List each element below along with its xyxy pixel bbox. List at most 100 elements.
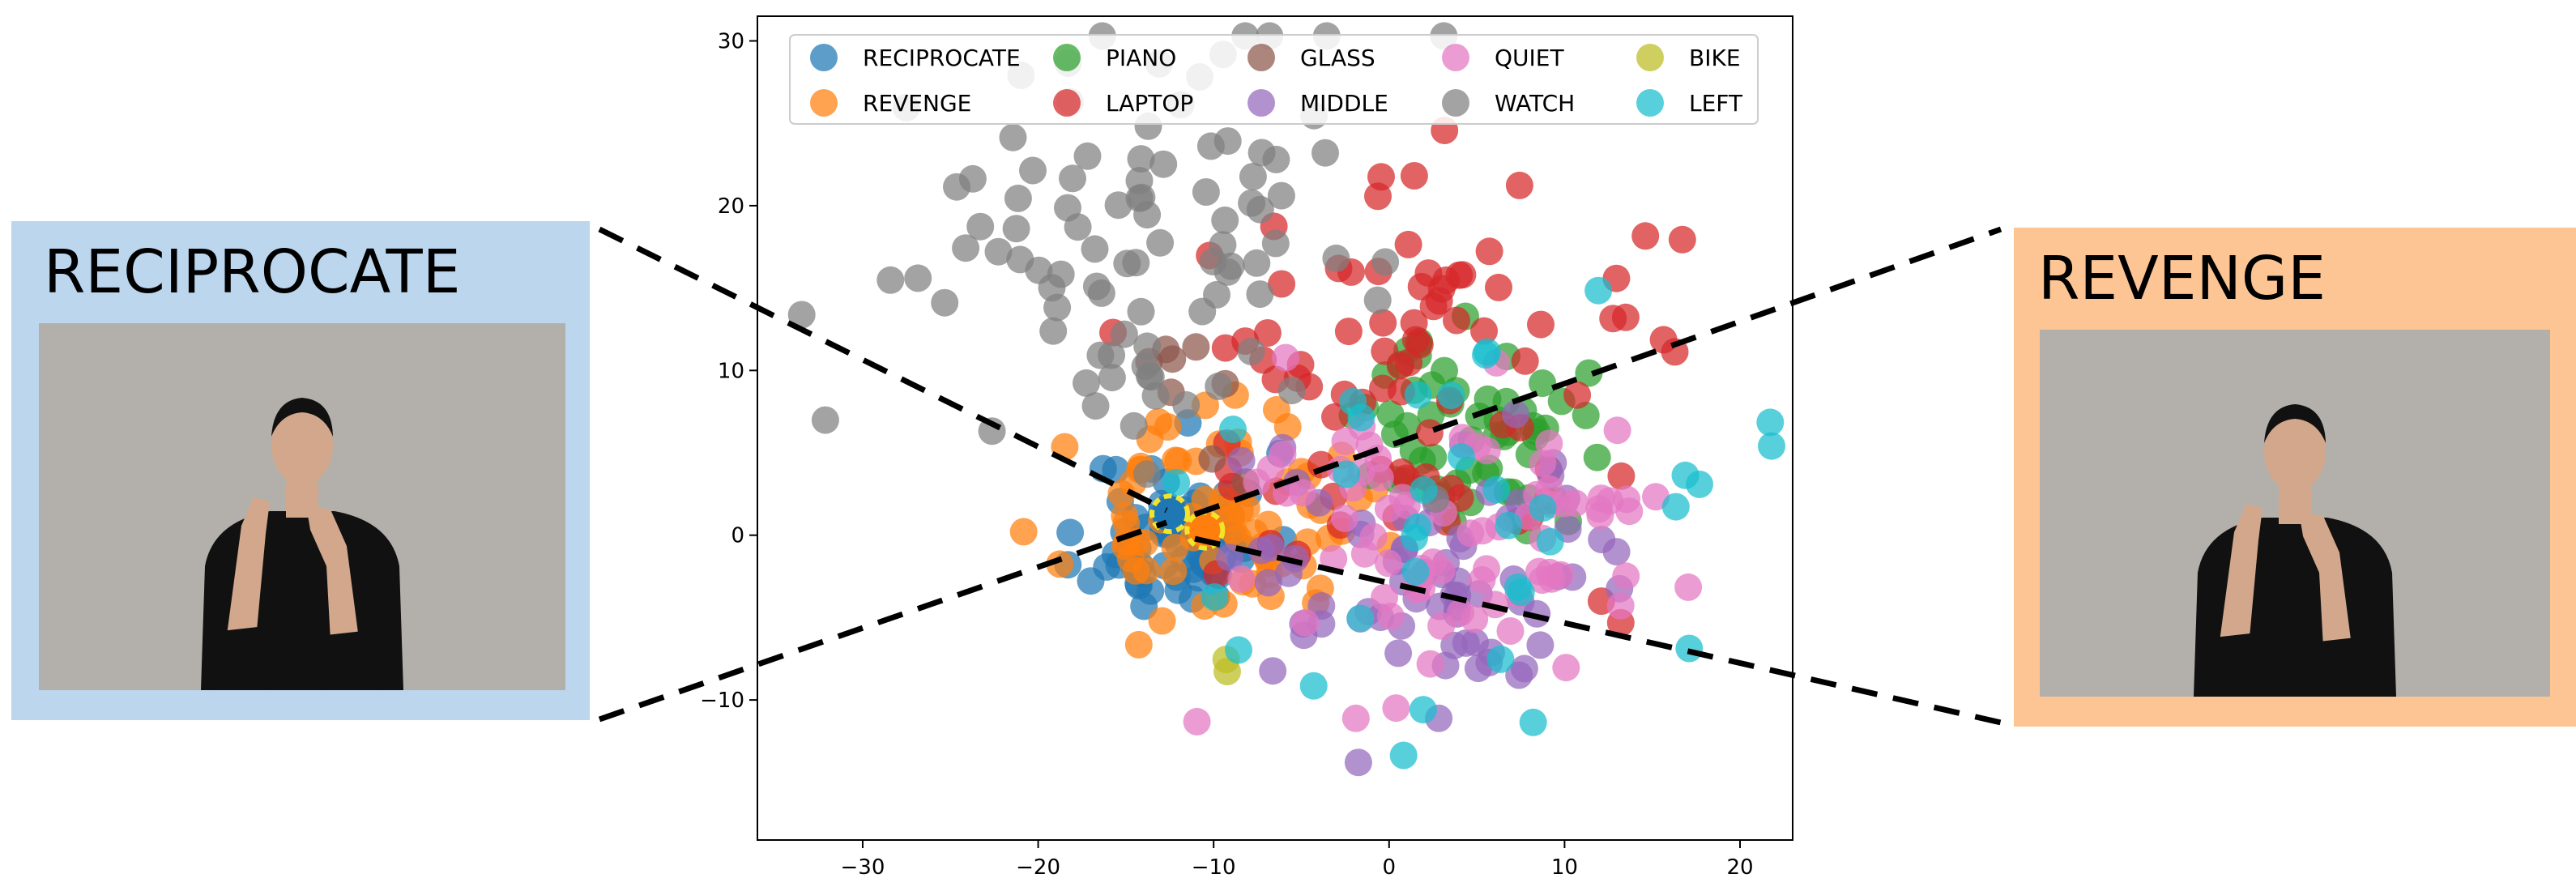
legend-entry-label: LAPTOP: [1106, 90, 1193, 117]
scatter-point: [1081, 235, 1109, 263]
scatter-point: [1213, 658, 1241, 685]
legend-entry-label: QUIET: [1495, 45, 1564, 71]
scatter-point: [1410, 475, 1438, 504]
scatter-points-layer: [787, 22, 1785, 777]
legend-entry-label: REVENGE: [863, 90, 971, 117]
scatter-point: [1059, 164, 1086, 193]
scatter-point: [984, 237, 1013, 266]
scatter-point: [1400, 162, 1428, 190]
legend-marker: [1247, 89, 1275, 117]
scatter-point: [1259, 657, 1287, 685]
signer-figure-icon: [39, 323, 565, 690]
scatter-point: [1602, 538, 1631, 566]
scatter-point: [1162, 446, 1189, 475]
scatter-point: [1495, 511, 1523, 539]
scatter-point: [1552, 654, 1580, 682]
scatter-point: [1320, 544, 1348, 573]
axes-layer: −30 −20 −10 0 10 20 −10 0 10 20 30: [700, 30, 1753, 880]
scatter-point: [1254, 569, 1282, 597]
scatter-point: [1536, 527, 1564, 556]
y-tick-label: 30: [718, 30, 744, 54]
x-tick-label: 10: [1551, 855, 1578, 880]
scatter-point: [1019, 156, 1047, 185]
scatter-point: [1561, 489, 1589, 518]
scatter-point: [1201, 583, 1229, 611]
scatter-point: [1127, 297, 1155, 326]
scatter-point: [1046, 550, 1074, 578]
legend-entry-label: BIKE: [1689, 45, 1741, 71]
scatter-point: [1502, 400, 1530, 429]
scatter-point: [1661, 493, 1690, 521]
legend-entry-label: LEFT: [1689, 90, 1743, 117]
signer-figure-icon: [2040, 330, 2550, 697]
scatter-point: [1227, 565, 1256, 593]
scatter-point: [1369, 374, 1397, 403]
scatter-point: [1505, 171, 1533, 199]
scatter-point: [1587, 484, 1615, 513]
scatter-point: [1472, 341, 1499, 369]
scatter-point: [1416, 650, 1444, 678]
scatter-point: [1158, 345, 1187, 373]
scatter-point: [1584, 276, 1613, 305]
connector-line-right-bottom: [1194, 535, 2002, 726]
scatter-point: [876, 266, 905, 294]
scatter-point: [1133, 460, 1161, 488]
scatter-point: [1133, 332, 1162, 360]
scatter-point: [1563, 381, 1592, 409]
scatter-point: [1486, 645, 1515, 673]
scatter-point: [1311, 139, 1339, 167]
x-tick-label: −30: [841, 855, 885, 880]
scatter-point: [1386, 352, 1414, 380]
scatter-point: [1675, 634, 1704, 663]
scatter-point: [1404, 381, 1432, 409]
scatter-point: [1535, 429, 1563, 458]
connector-line-left-bottom: [598, 519, 1168, 723]
scatter-point: [1505, 661, 1533, 689]
scatter-point: [1427, 612, 1456, 640]
scatter-point: [1333, 460, 1361, 488]
reciprocate-panel: RECIPROCATE: [11, 221, 590, 720]
scatter-point: [1217, 252, 1245, 280]
scatter-point: [943, 173, 970, 201]
scatter-point: [1674, 573, 1703, 601]
scatter-point: [1388, 484, 1417, 512]
scatter-point: [1261, 229, 1290, 258]
scatter-point: [1039, 317, 1068, 345]
scatter-point: [1583, 443, 1611, 471]
scatter-point: [904, 264, 932, 292]
scatter-point: [1384, 639, 1413, 667]
scatter-point: [1603, 416, 1631, 445]
scatter-point: [1133, 201, 1162, 229]
scatter-point: [1344, 748, 1372, 777]
scatter-point: [1182, 333, 1210, 361]
scatter-point: [1401, 326, 1430, 354]
scatter-point: [1394, 230, 1422, 258]
y-tick-label: 10: [718, 359, 744, 383]
scatter-point: [1211, 206, 1239, 234]
scatter-point: [1473, 555, 1501, 583]
scatter-point: [1388, 458, 1416, 486]
scatter-point: [1211, 334, 1239, 362]
scatter-point: [1149, 150, 1178, 178]
scatter-point: [1535, 558, 1563, 586]
scatter-point: [1369, 309, 1397, 337]
scatter-point: [1113, 249, 1141, 278]
scatter-point: [1475, 237, 1503, 266]
scatter-point: [1529, 369, 1557, 397]
scatter-point: [1367, 163, 1395, 191]
scatter-point: [1146, 228, 1175, 257]
legend-marker: [1636, 89, 1664, 117]
scatter-point: [1227, 446, 1256, 475]
scatter-point: [1606, 591, 1635, 620]
scatter-point: [1209, 231, 1237, 259]
scatter-point: [1172, 390, 1201, 419]
scatter-point: [1401, 557, 1430, 586]
revenge-panel: REVENGE: [2014, 228, 2576, 727]
scatter-point: [1056, 518, 1085, 547]
scatter-point: [1081, 392, 1110, 420]
scatter-point: [1162, 468, 1191, 497]
scatter-point: [1529, 494, 1557, 522]
scatter-point: [1127, 145, 1155, 173]
legend-marker: [1247, 44, 1275, 71]
scatter-point: [1267, 181, 1295, 210]
